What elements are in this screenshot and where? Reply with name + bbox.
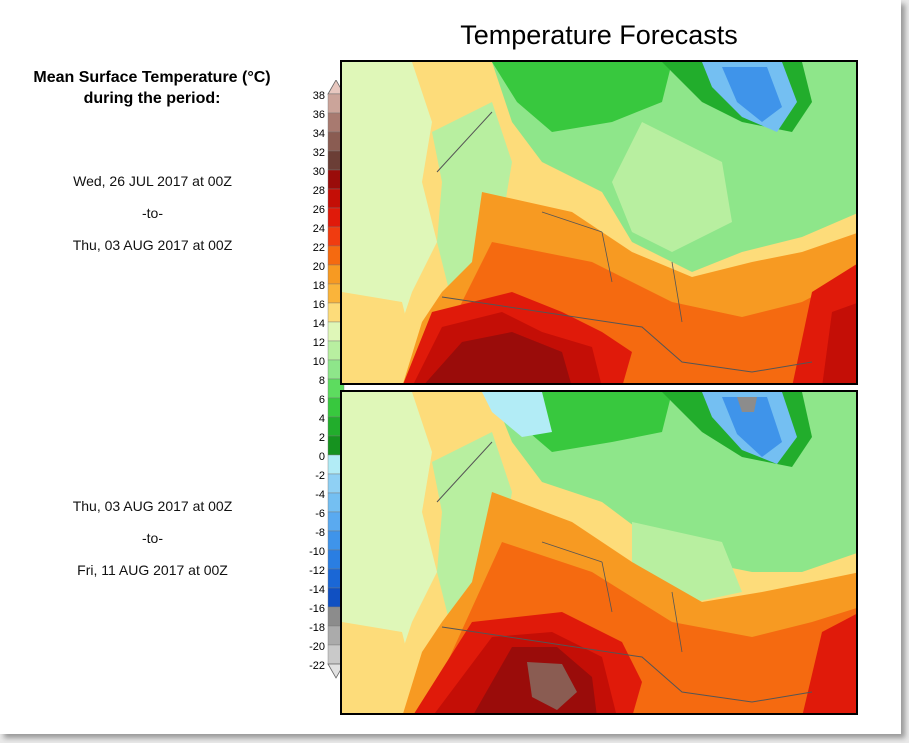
legend-label: 4 [319,413,325,425]
legend-label: -14 [309,584,325,596]
legend-label: -22 [309,660,325,672]
period-2-label: Thu, 03 AUG 2017 at 00Z -to- Fri, 11 AUG… [20,490,285,586]
legend-label: 20 [313,261,325,273]
us-canada-border [441,296,813,373]
period-1-end: Thu, 03 AUG 2017 at 00Z [72,237,233,253]
legend-label: 34 [313,128,325,140]
legend-label: 0 [319,451,325,463]
legend-label: 6 [319,394,325,406]
legend-label: 8 [319,375,325,387]
legend-label: 12 [313,337,325,349]
legend-label: 24 [313,223,325,235]
pacific-ocean-region [342,392,437,652]
legend-label: -4 [315,489,325,501]
legend-label: 18 [313,280,325,292]
legend-label: -6 [315,508,325,520]
province-borders [541,541,683,653]
period-2-end: Fri, 11 AUG 2017 at 00Z [77,562,228,578]
legend-label: -12 [309,565,325,577]
legend-label: 30 [313,166,325,178]
period-1-separator: -to- [142,205,163,221]
temperature-map-2 [342,392,856,713]
legend-label: 22 [313,242,325,254]
legend-label: -10 [309,546,325,558]
legend-label: 32 [313,147,325,159]
period-2-start: Thu, 03 AUG 2017 at 00Z [72,498,233,514]
temperature-map-1 [342,62,856,383]
legend-label: 14 [313,318,325,330]
legend-label: -20 [309,641,325,653]
legend-label: 10 [313,356,325,368]
legend-label: 16 [313,299,325,311]
period-1-label: Wed, 26 JUL 2017 at 00Z -to- Thu, 03 AUG… [20,165,285,261]
pacific-ocean-region [342,62,437,322]
period-2-separator: -to- [142,530,163,546]
subtitle-line-2: during the period: [83,90,221,107]
period-1-start: Wed, 26 JUL 2017 at 00Z [73,173,232,189]
legend-label: -2 [315,470,325,482]
map-panel-period-2 [340,390,858,715]
legend-label: -16 [309,603,325,615]
province-borders [541,211,683,323]
subtitle-line-1: Mean Surface Temperature (°C) [33,69,271,86]
legend-label: -18 [309,622,325,634]
alaska-border [436,441,493,503]
legend-label: 26 [313,204,325,216]
alaska-border [436,111,493,173]
us-canada-border [441,626,813,703]
legend-label: 38 [313,90,325,102]
map-panel-period-1 [340,60,858,385]
legend-subtitle: Mean Surface Temperature (°C) during the… [8,67,296,109]
legend-label: 36 [313,109,325,121]
east-hot-region [802,614,856,713]
legend-label: -8 [315,527,325,539]
page-title: Temperature Forecasts [460,20,738,50]
legend-label: 28 [313,185,325,197]
legend-label: 2 [319,432,325,444]
